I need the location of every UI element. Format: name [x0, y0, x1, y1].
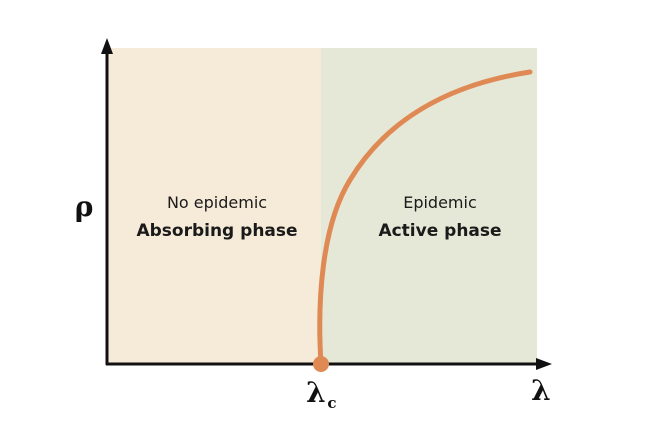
epidemic-label: Epidemic: [403, 193, 477, 212]
active-phase-label: Active phase: [378, 221, 501, 241]
no-epidemic-label: No epidemic: [167, 193, 267, 212]
order-parameter-curve: [317, 69, 533, 367]
absorbing-phase-region: [108, 48, 321, 364]
active-phase-region: [321, 48, 537, 364]
critical-lambda-symbol: λ: [306, 376, 326, 409]
x-axis-arrowhead: [536, 358, 552, 370]
x-axis-symbol: λ: [531, 374, 551, 407]
absorbing-phase-label: Absorbing phase: [136, 221, 297, 241]
y-axis-symbol: ρ: [75, 190, 94, 223]
critical-point-marker: [313, 356, 329, 372]
critical-subscript: c: [327, 394, 336, 412]
y-axis-arrowhead: [101, 38, 113, 54]
